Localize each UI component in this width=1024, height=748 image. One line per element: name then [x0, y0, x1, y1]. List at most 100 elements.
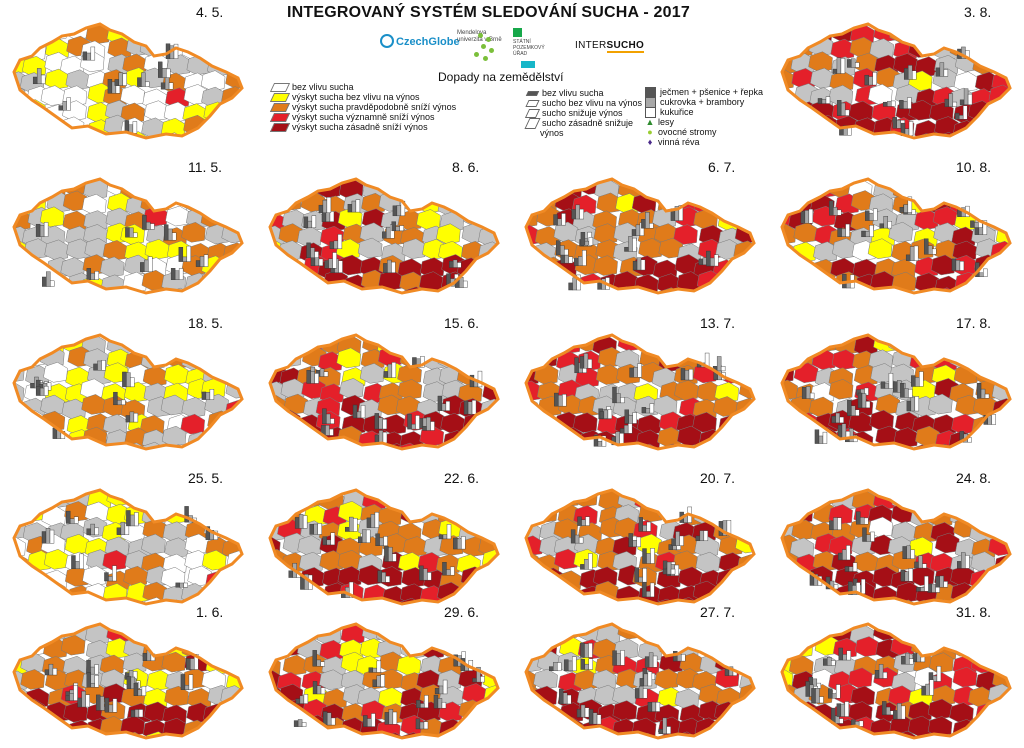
district	[718, 191, 744, 212]
district	[247, 22, 256, 42]
map-date-label: 20. 7.	[700, 470, 736, 486]
district	[752, 624, 754, 645]
district	[782, 24, 793, 45]
district	[989, 490, 1010, 507]
district	[758, 333, 768, 353]
district	[526, 179, 544, 182]
district	[526, 624, 541, 630]
crop-bars-icon	[935, 62, 949, 77]
district	[244, 702, 256, 722]
district	[205, 490, 231, 512]
globe-icon	[380, 34, 394, 48]
district	[872, 443, 898, 449]
district	[206, 191, 232, 213]
district	[975, 429, 1000, 449]
legend-bar-item: sucho zásadně snižuje	[524, 117, 642, 129]
district	[227, 412, 242, 434]
district	[357, 237, 383, 259]
district	[14, 255, 30, 276]
district	[100, 290, 125, 293]
crop-bars-icon	[104, 565, 117, 582]
district	[1010, 40, 1024, 60]
district	[125, 490, 151, 494]
district	[933, 624, 959, 643]
crop-bars-icon	[472, 666, 485, 683]
district	[993, 194, 1010, 216]
district	[181, 446, 206, 449]
district	[402, 624, 428, 641]
crop-bars-icon	[391, 221, 404, 232]
crop-bars-icon	[125, 227, 138, 238]
district	[908, 444, 933, 449]
district	[673, 624, 698, 625]
district	[870, 363, 895, 384]
district	[972, 190, 998, 211]
district	[422, 335, 447, 339]
district	[789, 624, 815, 625]
district	[713, 734, 738, 738]
crop-bars-icon	[434, 679, 448, 695]
district	[120, 179, 146, 181]
district	[755, 395, 768, 415]
crop-bars-icon	[42, 271, 55, 287]
district	[99, 654, 125, 676]
district	[180, 335, 205, 355]
crop-bars-icon	[126, 510, 139, 527]
district	[888, 335, 913, 353]
district	[613, 335, 638, 339]
district	[935, 335, 960, 356]
district	[401, 335, 426, 354]
district	[526, 501, 545, 522]
district	[753, 429, 754, 449]
district	[972, 133, 998, 138]
district	[223, 719, 242, 738]
district	[501, 733, 512, 748]
district	[756, 176, 768, 196]
district	[1015, 736, 1024, 748]
district	[909, 179, 935, 198]
district	[245, 621, 256, 641]
district	[553, 548, 579, 570]
crop-bars-icon	[363, 713, 376, 727]
district	[1010, 447, 1024, 459]
district	[501, 653, 512, 673]
crop-bars-icon	[352, 404, 366, 419]
district	[100, 274, 126, 293]
district	[422, 179, 448, 195]
district	[695, 551, 721, 573]
district	[991, 24, 1010, 46]
map-date-label: 4. 5.	[196, 4, 224, 20]
district	[552, 179, 578, 185]
crop-bars-icon	[125, 411, 139, 423]
crop-bars-icon	[322, 408, 335, 425]
legend-label: bez vlivu sucha	[292, 82, 354, 92]
crop-bars-icon	[442, 562, 455, 576]
district	[14, 429, 32, 449]
legend-label: výskyt sucha zásadně sníží výnos	[292, 122, 428, 132]
district	[45, 179, 70, 181]
crop-bars-icon	[642, 582, 655, 598]
district	[143, 335, 168, 351]
district	[1009, 581, 1010, 602]
district	[335, 735, 361, 738]
crop-bars-icon	[58, 97, 71, 111]
district	[14, 703, 27, 725]
crop-bars-icon	[312, 650, 325, 667]
country-border	[524, 622, 756, 740]
district	[67, 286, 92, 293]
district	[909, 24, 934, 44]
district	[988, 179, 1010, 195]
district	[14, 272, 28, 293]
district	[717, 179, 743, 200]
district	[699, 731, 724, 738]
district	[240, 351, 242, 373]
district	[181, 222, 206, 243]
district	[593, 490, 619, 493]
district	[81, 394, 106, 415]
district	[202, 24, 227, 43]
district	[496, 223, 498, 245]
district	[753, 443, 754, 449]
map-panel: 6. 7.	[512, 155, 768, 303]
district	[791, 68, 816, 89]
district	[614, 735, 639, 738]
